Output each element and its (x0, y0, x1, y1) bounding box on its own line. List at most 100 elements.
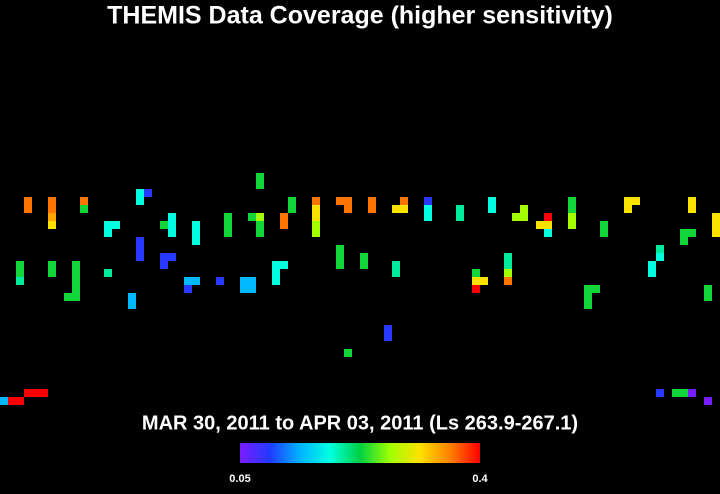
coverage-cell (392, 261, 400, 269)
coverage-cell (544, 213, 552, 221)
coverage-cell (656, 389, 664, 397)
coverage-cell (72, 285, 80, 293)
coverage-cell (488, 197, 496, 205)
coverage-cell (48, 221, 56, 229)
title: THEMIS Data Coverage (higher sensitivity… (107, 2, 613, 30)
coverage-cell (656, 245, 664, 253)
coverage-cell (24, 389, 32, 397)
coverage-cell (392, 205, 400, 213)
coverage-cell (368, 197, 376, 205)
coverage-cell (344, 205, 352, 213)
coverage-cell (360, 261, 368, 269)
coverage-cell (384, 333, 392, 341)
colorbar (240, 443, 480, 463)
coverage-cell (312, 221, 320, 229)
coverage-cell (384, 325, 392, 333)
coverage-cell (248, 285, 256, 293)
coverage-cell (280, 221, 288, 229)
coverage-cell (16, 269, 24, 277)
coverage-cell (32, 389, 40, 397)
coverage-cell (504, 261, 512, 269)
coverage-cell (584, 285, 592, 293)
coverage-cell (72, 293, 80, 301)
coverage-cell (600, 229, 608, 237)
coverage-cell (688, 389, 696, 397)
coverage-cell (64, 293, 72, 301)
coverage-cell (224, 213, 232, 221)
coverage-cell (584, 301, 592, 309)
coverage-cell (272, 261, 280, 269)
coverage-cell (600, 221, 608, 229)
coverage-cell (184, 285, 192, 293)
coverage-cell (336, 197, 344, 205)
coverage-cell (424, 213, 432, 221)
coverage-cell (312, 213, 320, 221)
coverage-cell (128, 293, 136, 301)
coverage-cell (48, 269, 56, 277)
coverage-cell (520, 205, 528, 213)
coverage-cell (504, 253, 512, 261)
coverage-cell (336, 253, 344, 261)
coverage-cell (688, 197, 696, 205)
colorbar-ticks: 0.05 0.4 (229, 463, 489, 485)
coverage-cell (624, 205, 632, 213)
coverage-cell (168, 229, 176, 237)
coverage-cell (136, 253, 144, 261)
coverage-cell (48, 205, 56, 213)
coverage-cell (344, 349, 352, 357)
coverage-cell (544, 221, 552, 229)
coverage-cell (656, 253, 664, 261)
coverage-cell (160, 221, 168, 229)
coverage-cell (336, 261, 344, 269)
coverage-cell (648, 261, 656, 269)
coverage-cell (248, 277, 256, 285)
coverage-cell (256, 213, 264, 221)
coverage-cell (704, 285, 712, 293)
coverage-cell (680, 229, 688, 237)
coverage-cell (24, 197, 32, 205)
coverage-cell (288, 197, 296, 205)
coverage-cell (472, 269, 480, 277)
coverage-cell (16, 277, 24, 285)
colorbar-tick-label: 0.4 (472, 473, 488, 485)
coverage-cell (472, 277, 480, 285)
coverage-cell (704, 293, 712, 301)
colorbar-tick-label: 0.05 (229, 473, 250, 485)
coverage-cell (568, 197, 576, 205)
coverage-cell (272, 277, 280, 285)
coverage-cell (680, 389, 688, 397)
coverage-cell (80, 205, 88, 213)
coverage-cell (128, 301, 136, 309)
coverage-cell (648, 269, 656, 277)
coverage-cell (400, 197, 408, 205)
coverage-cell (592, 285, 600, 293)
coverage-cell (168, 221, 176, 229)
coverage-cell (136, 245, 144, 253)
coverage-cell (712, 229, 720, 237)
coverage-cell (456, 213, 464, 221)
coverage-cell (312, 229, 320, 237)
coverage-cell (240, 285, 248, 293)
coverage-cell (280, 213, 288, 221)
coverage-cell (632, 197, 640, 205)
subtitle: MAR 30, 2011 to APR 03, 2011 (Ls 263.9-2… (142, 412, 578, 434)
coverage-cell (688, 205, 696, 213)
coverage-cell (504, 269, 512, 277)
coverage-cell (424, 205, 432, 213)
coverage-cell (192, 229, 200, 237)
coverage-cell (256, 229, 264, 237)
coverage-cell (104, 269, 112, 277)
coverage-cell (0, 397, 8, 405)
coverage-cell (8, 397, 16, 405)
coverage-cell (712, 221, 720, 229)
coverage-cell (48, 261, 56, 269)
coverage-cell (544, 229, 552, 237)
coverage-cell (424, 197, 432, 205)
coverage-cell (72, 269, 80, 277)
coverage-cell (584, 293, 592, 301)
coverage-cell (400, 205, 408, 213)
coverage-cell (16, 261, 24, 269)
coverage-cell (248, 213, 256, 221)
coverage-cell (480, 277, 488, 285)
coverage-cell (312, 197, 320, 205)
